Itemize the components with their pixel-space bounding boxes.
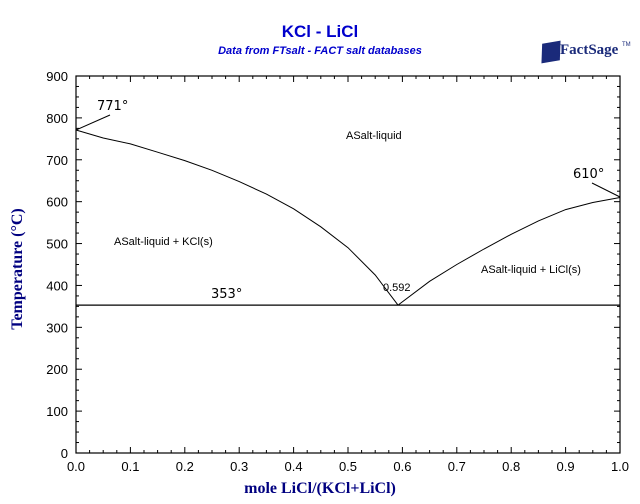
licl-melting-point-label: 610° xyxy=(573,167,605,182)
x-axis-label: mole LiCl/(KCl+LiCl) xyxy=(244,480,396,497)
kcl-melt-leader xyxy=(75,114,111,131)
phase-boundaries xyxy=(75,129,621,306)
factsage-logo: FactSage TM xyxy=(540,40,631,66)
eutectic-composition-label: 0.592 xyxy=(383,282,411,294)
y-tick-label: 400 xyxy=(46,278,68,293)
x-tick-label: 0.8 xyxy=(502,459,520,474)
y-tick-label: 300 xyxy=(46,320,68,335)
y-axis-label: Temperature (°C) xyxy=(9,208,26,330)
logo-tm: TM xyxy=(622,42,631,48)
y-tick-label: 800 xyxy=(46,111,68,126)
y-tick-label: 200 xyxy=(46,362,68,377)
x-tick-label: 0.3 xyxy=(230,459,248,474)
kcl-melting-point-label: 771° xyxy=(97,99,129,114)
x-tick-label: 0.4 xyxy=(285,459,303,474)
x-tick-label: 0.9 xyxy=(557,459,575,474)
phase-boundary-line xyxy=(75,129,399,306)
y-tick-label: 700 xyxy=(46,153,68,168)
eutectic-temperature-label: 353° xyxy=(211,287,243,302)
licl-melt-leader xyxy=(591,182,621,198)
x-tick-label: 0.7 xyxy=(448,459,466,474)
y-tick-label: 100 xyxy=(46,404,68,419)
region-label-liquid-kcl: ASalt-liquid + KCl(s) xyxy=(114,236,213,248)
chart-subtitle: Data from FTsalt - FACT salt databases xyxy=(218,45,422,57)
logo-text: FactSage xyxy=(560,42,619,58)
x-tick-label: 0.5 xyxy=(339,459,357,474)
x-axis-ticks: 0.0 0.1 0.2 0.3 0.4 0.5 0.6 0.7 0.8 0.9 1.0 xyxy=(67,76,629,474)
x-tick-label: 0.6 xyxy=(393,459,411,474)
y-tick-label: 0 xyxy=(61,446,68,461)
x-tick-label: 1.0 xyxy=(611,459,629,474)
x-tick-label: 0.2 xyxy=(176,459,194,474)
region-label-liquid-licl: ASalt-liquid + LiCl(s) xyxy=(481,264,581,276)
y-tick-label: 600 xyxy=(46,195,68,210)
y-axis-ticks: 0 100 200 300 400 500 600 700 800 900 xyxy=(46,69,620,461)
x-tick-label: 0.0 xyxy=(67,459,85,474)
chart-title: KCl - LiCl xyxy=(281,22,359,41)
region-label-liquid: ASalt-liquid xyxy=(346,130,402,142)
phase-boundary-line xyxy=(397,197,621,306)
y-tick-label: 900 xyxy=(46,69,68,84)
x-tick-label: 0.1 xyxy=(121,459,139,474)
y-tick-label: 500 xyxy=(46,237,68,252)
